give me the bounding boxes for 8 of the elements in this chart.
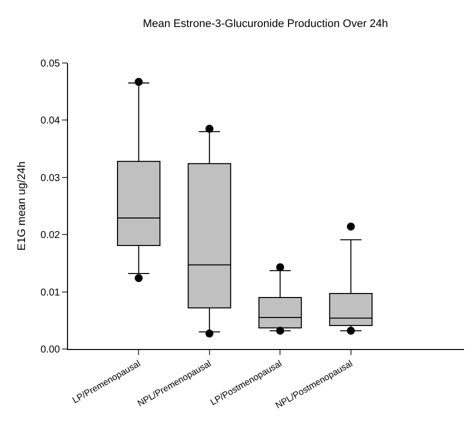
y-tick-label: 0.04 bbox=[40, 116, 60, 127]
y-tick-label: 0.05 bbox=[40, 58, 60, 70]
y-tick-label: 0.02 bbox=[40, 230, 60, 242]
y-axis-title: E1G mean ug/24h bbox=[16, 161, 28, 251]
y-tick-label: 0.00 bbox=[40, 344, 60, 356]
y-tick-label: 0.01 bbox=[40, 287, 60, 298]
y-tick-label: 0.03 bbox=[40, 172, 60, 184]
chart-title: Mean Estrone-3-Glucuronide Production Over 24h bbox=[142, 18, 388, 30]
